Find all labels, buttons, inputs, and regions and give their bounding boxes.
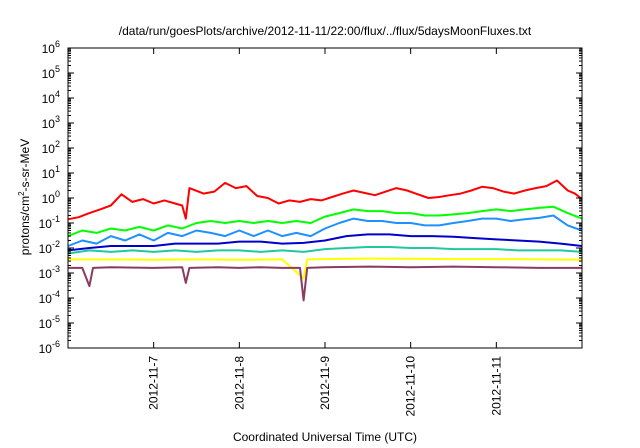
y-axis-label: protons/cm2-s-sr-MeV [17,139,32,255]
y-tick-label: 102 [42,139,60,156]
y-tick-label: 10-6 [39,339,60,356]
svg-text:protons/cm2-s-sr-MeV: protons/cm2-s-sr-MeV [17,139,32,255]
y-axis-label-units: -s-sr-MeV [18,139,32,192]
x-tick-label: 2012-11-11 [489,356,503,416]
y-tick-label: 104 [42,89,60,106]
y-tick-label: 101 [42,164,60,181]
series-line-4 [67,233,583,252]
x-tick-label: 2012-11-9 [318,356,332,410]
x-tick-label: 2012-11-7 [147,356,161,410]
x-axis-label: Coordinated Universal Time (UTC) [233,430,417,444]
y-tick-label: 10-5 [39,314,60,331]
y-axis-label-main: protons/cm [18,196,32,255]
ticks-layer: 10-6 10-5 10-4 10-3 10-2 10-1 100 101 102 103 104 1… [39,39,582,417]
y-tick-label: 100 [42,189,60,206]
y-tick-label: 10-3 [39,264,60,281]
y-tick-label: 10-2 [39,239,60,256]
y-tick-label: 105 [42,64,60,81]
series-line-6 [68,257,583,280]
series-line-7 [68,265,582,302]
series-line-1 [67,179,583,221]
y-tick-label: 103 [42,114,60,131]
y-tick-label: 10-4 [39,289,60,306]
plot-frame [67,47,583,349]
series-layer [67,179,583,302]
y-tick-label: 106 [42,39,60,56]
y-tick-label: 10-1 [39,214,60,231]
series-line-5 [67,246,583,255]
series-line-2 [67,205,583,238]
x-tick-label: 2012-11-10 [404,356,418,417]
series-line-3 [67,214,583,247]
y-axis-label-exponent: 2 [17,191,26,196]
x-tick-label: 2012-11-8 [232,356,246,410]
chart-title: /data/run/goesPlots/archive/2012-11-11/2… [119,24,532,38]
